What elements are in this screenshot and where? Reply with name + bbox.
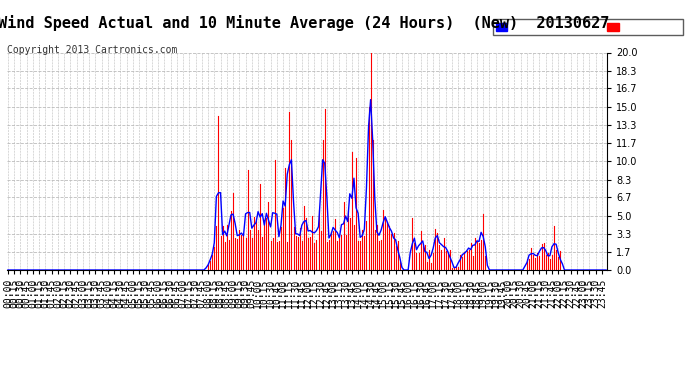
Text: Wind Speed Actual and 10 Minute Average (24 Hours)  (New)  20130627: Wind Speed Actual and 10 Minute Average … bbox=[0, 15, 609, 31]
Legend: 10 Min Avg (mph), Wind (mph): 10 Min Avg (mph), Wind (mph) bbox=[493, 19, 683, 35]
Text: Copyright 2013 Cartronics.com: Copyright 2013 Cartronics.com bbox=[7, 45, 177, 55]
